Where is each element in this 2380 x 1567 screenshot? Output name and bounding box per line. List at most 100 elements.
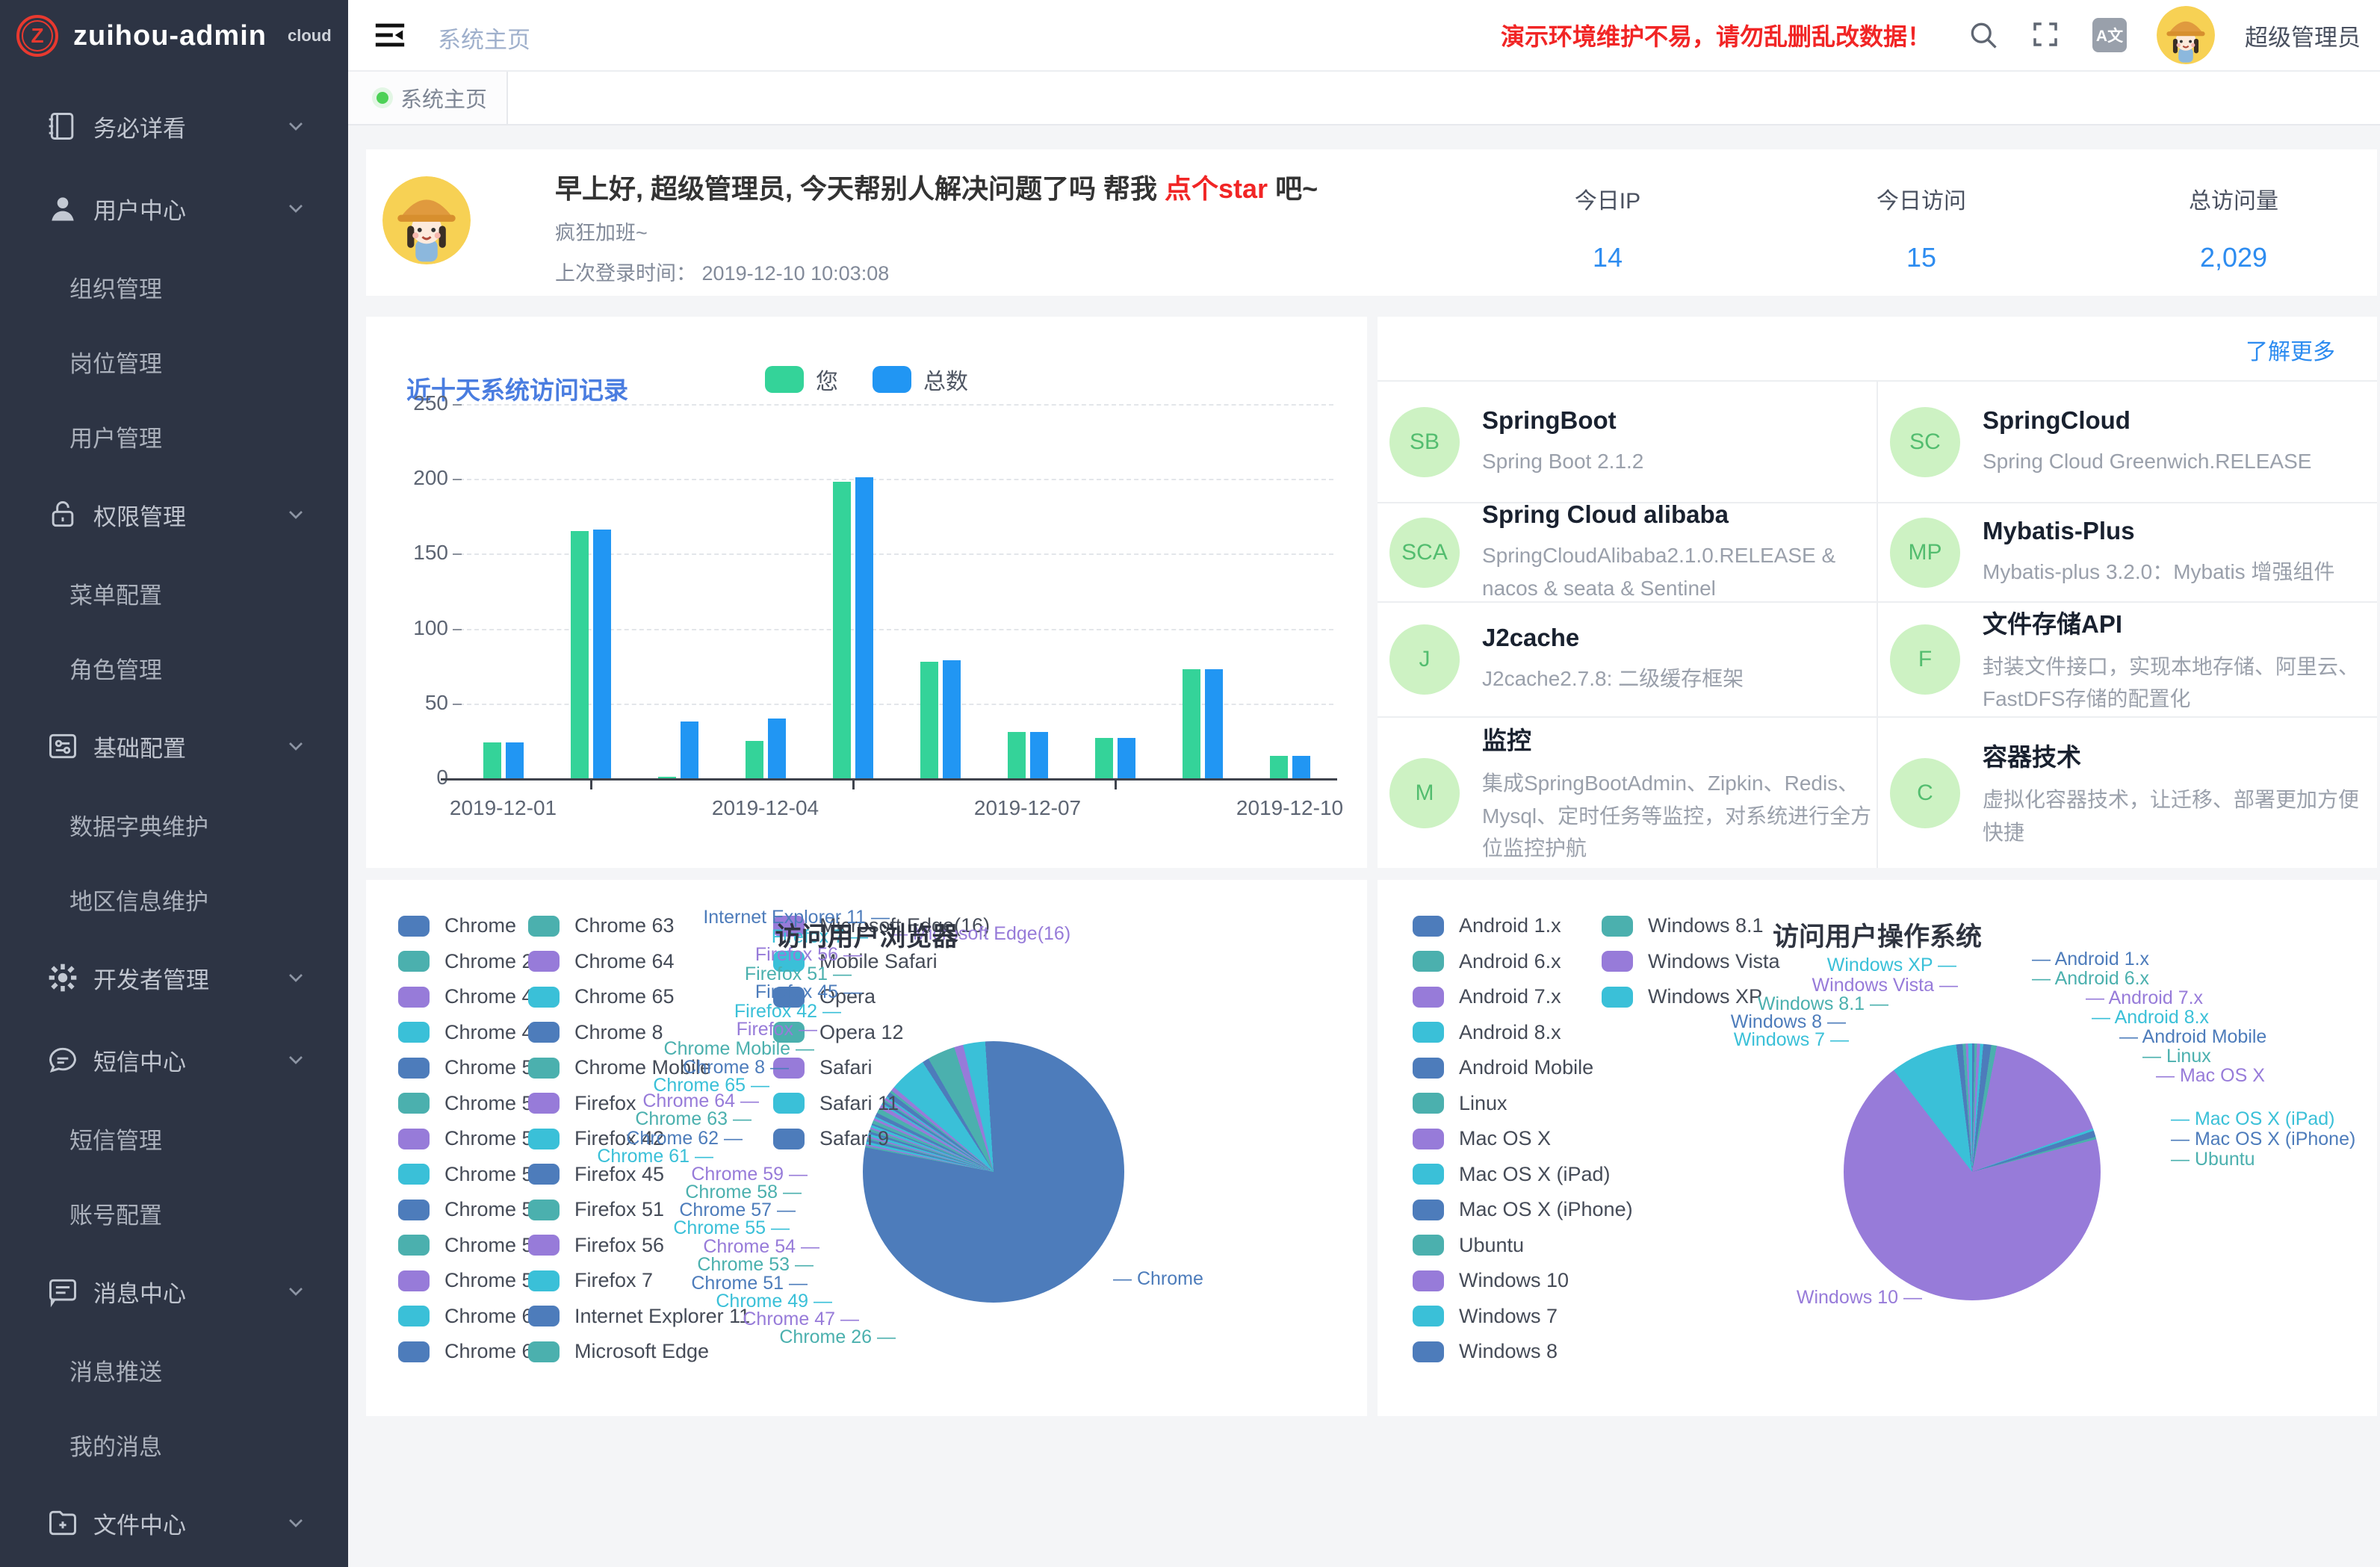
legend-item-Chrome 61[interactable]: Chrome 61: [398, 1305, 545, 1328]
sidebar-item-消息中心[interactable]: 消息中心: [0, 1250, 348, 1332]
legend-item-Chrome 26[interactable]: Chrome 26: [398, 950, 545, 973]
tech-card-监控[interactable]: M 监控 集成SpringBootAdmin、Zipkin、Redis、Mysql、…: [1378, 716, 1877, 868]
sidebar-item-开发者管理[interactable]: 开发者管理: [0, 937, 348, 1019]
legend-chip: [398, 1022, 430, 1043]
sidebar-item-短信管理[interactable]: 短信管理: [0, 1101, 348, 1176]
sidebar-item-地区信息维护[interactable]: 地区信息维护: [0, 862, 348, 937]
legend-item-总数[interactable]: 总数: [873, 363, 968, 396]
legend-item-Firefox 51[interactable]: Firefox 51: [528, 1198, 664, 1221]
chevron-down-icon: [284, 734, 308, 758]
legend-item-Chrome 53[interactable]: Chrome 53: [398, 1092, 545, 1115]
tech-desc: 虚拟化容器技术，让迁移、部署更加方便快捷: [1983, 788, 2360, 844]
legend-item-Android 7.x[interactable]: Android 7.x: [1413, 985, 1561, 1008]
legend-item-Windows 8.1[interactable]: Windows 8.1: [1602, 914, 1764, 937]
breadcrumb[interactable]: 系统主页: [438, 27, 530, 53]
legend-item-Mobile Safari[interactable]: Mobile Safari: [773, 950, 938, 973]
sidebar-item-权限管理[interactable]: 权限管理: [0, 474, 348, 556]
legend-item-Mac OS X (iPhone)[interactable]: Mac OS X (iPhone): [1413, 1198, 1633, 1221]
legend-item-Android 1.x[interactable]: Android 1.x: [1413, 914, 1561, 937]
sidebar-item-消息推送[interactable]: 消息推送: [0, 1332, 348, 1407]
legend-item-Linux[interactable]: Linux: [1413, 1092, 1507, 1115]
legend-item-Windows Vista[interactable]: Windows Vista: [1602, 950, 1780, 973]
language-icon[interactable]: A文: [2092, 18, 2127, 52]
legend-item-Android 6.x[interactable]: Android 6.x: [1413, 950, 1561, 973]
bar-您-2019-12-09: [1182, 668, 1200, 778]
legend-item-Firefox 45[interactable]: Firefox 45: [528, 1163, 664, 1186]
legend-item-Android 8.x[interactable]: Android 8.x: [1413, 1021, 1561, 1044]
legend-item-Chrome[interactable]: Chrome: [398, 914, 516, 937]
legend-item-Microsoft Edge[interactable]: Microsoft Edge: [528, 1340, 709, 1363]
legend-item-Chrome 63[interactable]: Chrome 63: [528, 914, 675, 937]
tab-home[interactable]: 系统主页: [348, 72, 508, 124]
user-avatar[interactable]: [2157, 6, 2215, 64]
legend-item-Chrome 59[interactable]: Chrome 59: [398, 1269, 545, 1292]
app-logo[interactable]: Z zuihou-admin cloud: [0, 0, 348, 72]
tech-card-J2cache[interactable]: J J2cache J2cache2.7.8: 二级缓存框架: [1378, 601, 1877, 716]
tech-card-Mybatis-Plus[interactable]: MP Mybatis-Plus Mybatis-plus 3.2.0：Mybatis…: [1877, 502, 2377, 601]
legend-item-Mac OS X[interactable]: Mac OS X: [1413, 1127, 1551, 1150]
legend-item-Chrome 47[interactable]: Chrome 47: [398, 985, 545, 1008]
tech-card-文件存储API[interactable]: F 文件存储API 封装文件接口，实现本地存储、阿里云、FastDFS存储的配置化: [1877, 601, 2377, 716]
sidebar-item-数据字典维护[interactable]: 数据字典维护: [0, 787, 348, 862]
username[interactable]: 超级管理员: [2245, 24, 2361, 51]
sidebar-item-岗位管理[interactable]: 岗位管理: [0, 324, 348, 399]
sidebar-item-我的消息[interactable]: 我的消息: [0, 1407, 348, 1482]
legend-item-Microsoft Edge(16)[interactable]: Microsoft Edge(16): [773, 914, 990, 937]
legend-item-Windows 10[interactable]: Windows 10: [1413, 1269, 1569, 1292]
star-link[interactable]: 点个star: [1165, 173, 1268, 204]
legend-item-Opera 12[interactable]: Opera 12: [773, 1021, 904, 1044]
fullscreen-icon[interactable]: [2030, 19, 2063, 52]
legend-label: Chrome 62: [444, 1340, 545, 1362]
legend-item-Chrome 58[interactable]: Chrome 58: [398, 1234, 545, 1257]
legend-item-Chrome 8[interactable]: Chrome 8: [528, 1021, 663, 1044]
legend-chip: [398, 915, 430, 937]
legend-item-Chrome 62[interactable]: Chrome 62: [398, 1340, 545, 1363]
search-icon[interactable]: [1967, 19, 2000, 52]
legend-item-Opera[interactable]: Opera: [773, 985, 876, 1008]
legend-item-Firefox[interactable]: Firefox: [528, 1092, 636, 1115]
legend-item-Ubuntu[interactable]: Ubuntu: [1413, 1234, 1524, 1257]
legend-item-Mac OS X (iPad)[interactable]: Mac OS X (iPad): [1413, 1163, 1611, 1186]
legend-item-Safari 11[interactable]: Safari 11: [773, 1092, 899, 1115]
legend-label: Firefox 56: [574, 1233, 665, 1256]
legend-item-Windows XP[interactable]: Windows XP: [1602, 985, 1762, 1008]
sidebar-item-菜单配置[interactable]: 菜单配置: [0, 556, 348, 630]
sidebar-item-账号配置[interactable]: 账号配置: [0, 1176, 348, 1250]
sidebar-item-组织管理[interactable]: 组织管理: [0, 249, 348, 324]
legend-item-Chrome 57[interactable]: Chrome 57: [398, 1198, 545, 1221]
sidebar-item-label: 消息中心: [93, 1280, 186, 1307]
tech-card-SpringCloud[interactable]: SC SpringCloud Spring Cloud Greenwich.RELE…: [1877, 380, 2377, 502]
legend-item-Internet Explorer 11[interactable]: Internet Explorer 11: [528, 1305, 750, 1328]
legend-chip: [1413, 1235, 1444, 1256]
sidebar-item-务必详看[interactable]: 务必详看: [0, 85, 348, 167]
legend-item-Chrome 55[interactable]: Chrome 55: [398, 1163, 545, 1186]
tech-card-容器技术[interactable]: C 容器技术 虚拟化容器技术，让迁移、部署更加方便快捷: [1877, 716, 2377, 868]
legend-chip: [398, 1235, 430, 1256]
legend-item-Safari 9[interactable]: Safari 9: [773, 1127, 889, 1150]
legend-item-您[interactable]: 您: [765, 363, 838, 396]
tech-card-SpringBoot[interactable]: SB SpringBoot Spring Boot 2.1.2: [1378, 380, 1877, 502]
sidebar-item-角色管理[interactable]: 角色管理: [0, 630, 348, 705]
collapse-menu-icon[interactable]: [372, 18, 408, 52]
legend-item-Firefox 7[interactable]: Firefox 7: [528, 1269, 653, 1292]
sidebar-item-文件中心[interactable]: 文件中心: [0, 1482, 348, 1564]
legend-item-Windows 7[interactable]: Windows 7: [1413, 1305, 1558, 1328]
sidebar-item-用户中心[interactable]: 用户中心: [0, 167, 348, 249]
sidebar-item-短信中心[interactable]: 短信中心: [0, 1019, 348, 1101]
legend-item-Chrome 54[interactable]: Chrome 54: [398, 1127, 545, 1150]
legend-item-Chrome 65[interactable]: Chrome 65: [528, 985, 675, 1008]
tech-card-Spring Cloud alibaba[interactable]: SCA Spring Cloud alibaba SpringCloudAlibab…: [1378, 500, 1877, 601]
legend-item-Android Mobile[interactable]: Android Mobile: [1413, 1056, 1593, 1079]
sidebar-item-基础配置[interactable]: 基础配置: [0, 705, 348, 787]
legend-item-Safari[interactable]: Safari: [773, 1056, 873, 1079]
legend-item-Firefox 56[interactable]: Firefox 56: [528, 1234, 664, 1257]
sidebar-item-用户管理[interactable]: 用户管理: [0, 399, 348, 474]
legend-item-Firefox 42[interactable]: Firefox 42: [528, 1127, 664, 1150]
legend-item-Chrome 49[interactable]: Chrome 49: [398, 1021, 545, 1044]
learn-more-link[interactable]: 了解更多: [2246, 340, 2335, 364]
legend-item-Chrome 64[interactable]: Chrome 64: [528, 950, 675, 973]
legend-item-Chrome Mobile[interactable]: Chrome Mobile: [528, 1056, 711, 1079]
legend-chip: [528, 1306, 560, 1326]
legend-item-Chrome 51[interactable]: Chrome 51: [398, 1056, 545, 1079]
legend-item-Windows 8[interactable]: Windows 8: [1413, 1340, 1558, 1363]
